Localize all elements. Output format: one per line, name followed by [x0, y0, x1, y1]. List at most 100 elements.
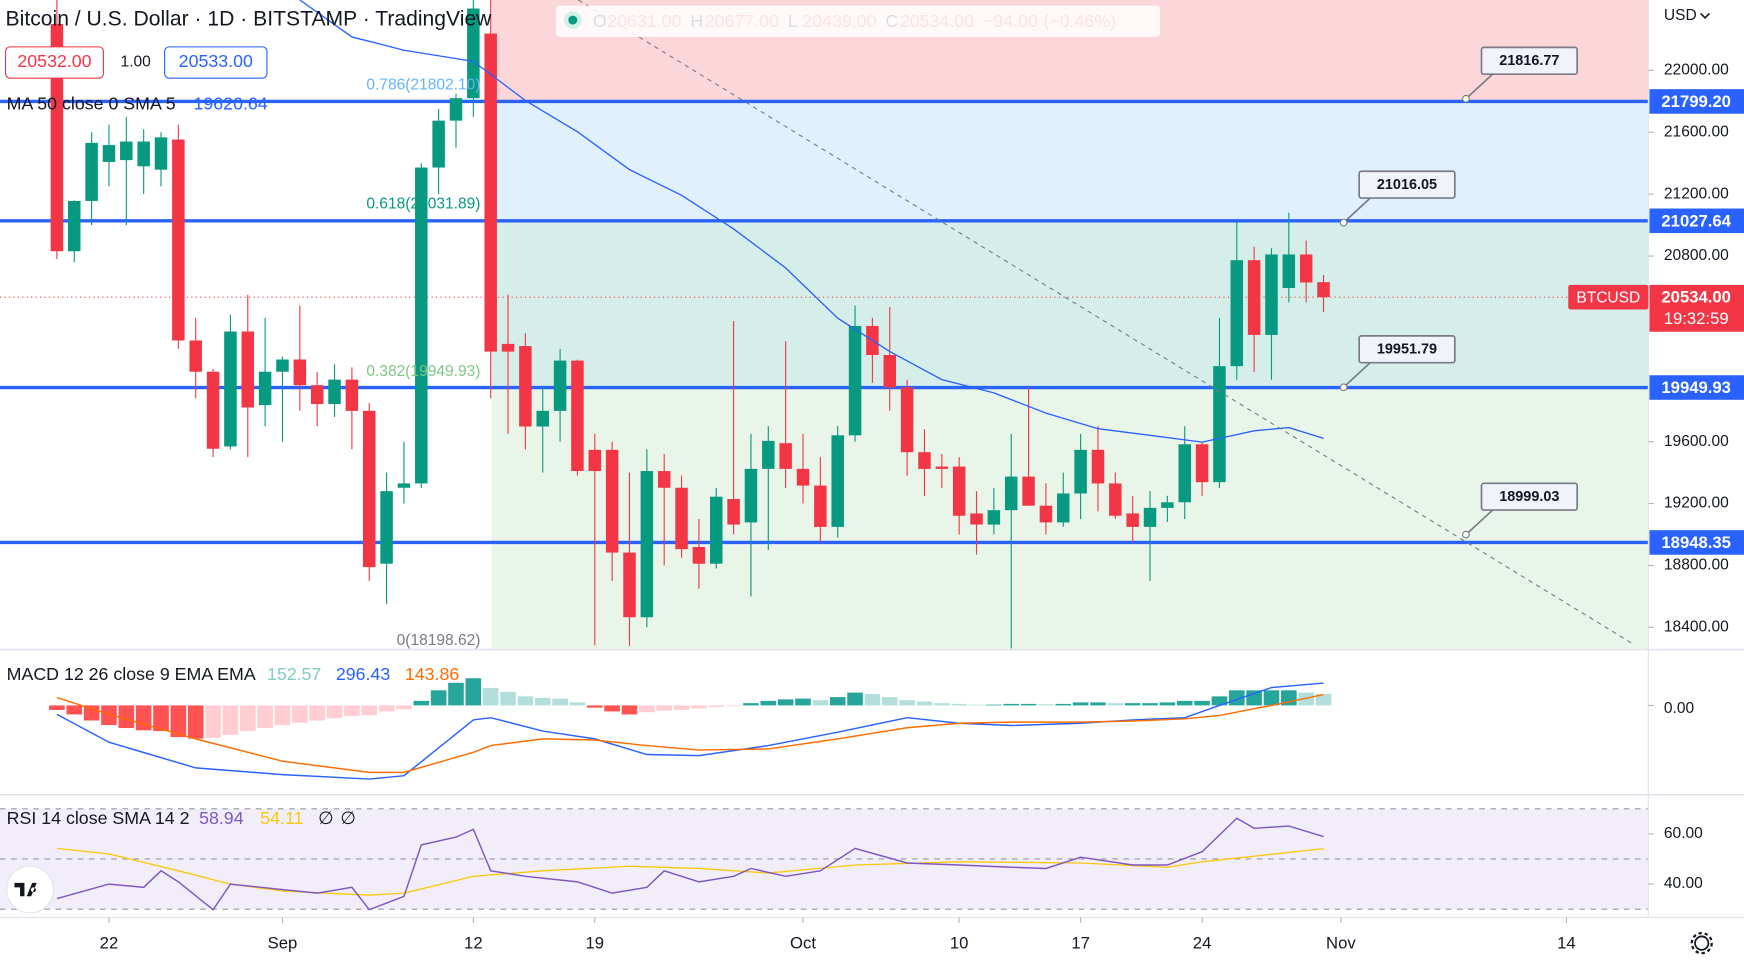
gear-teeth[interactable]: [1690, 931, 1713, 955]
y-tick-label: 22000.00: [1664, 61, 1729, 78]
callout-box: [1480, 46, 1578, 76]
macd-pane: [49, 678, 1332, 780]
macd-histogram-bar: [951, 703, 967, 706]
last-price-tag: [1649, 284, 1744, 332]
candle-body: [779, 443, 792, 469]
x-tick-label: 22: [100, 934, 119, 953]
price-line-label: 21799.20: [1661, 92, 1731, 111]
macd-histogram-bar: [170, 705, 187, 738]
callout-anchor: [1339, 383, 1348, 392]
candle-body: [397, 483, 411, 488]
rsi-legend-rsi: 58.94: [199, 808, 244, 828]
last-price-label: 20534.00: [1661, 288, 1731, 307]
candle-body: [1213, 366, 1226, 483]
candle-body: [1004, 476, 1018, 511]
candle-body: [102, 145, 116, 162]
rsi-legend-name: RSI 14 close SMA 14 2: [7, 808, 190, 828]
logo-mark: [14, 882, 37, 897]
y-tick-label: 21600.00: [1664, 123, 1729, 140]
macd-histogram-bar: [326, 705, 343, 719]
candle-body: [172, 139, 185, 341]
macd-histogram-bar: [465, 678, 482, 706]
macd-histogram-bar: [118, 705, 135, 729]
candle-body: [501, 343, 515, 352]
candle-body: [1161, 502, 1174, 508]
x-tick-label: 10: [950, 934, 969, 953]
candle-body: [640, 471, 654, 618]
candle-body: [918, 452, 931, 469]
status-dot: [568, 15, 578, 25]
macd-histogram-bar: [725, 705, 742, 707]
candle-body: [935, 466, 949, 469]
price-line-label: 19949.93: [1661, 378, 1731, 397]
candle-body: [814, 485, 827, 527]
symbol-tag: [1568, 284, 1649, 310]
macd-histogram-bar: [517, 696, 534, 706]
macd-histogram-bar: [743, 703, 759, 706]
callout-leader: [1343, 197, 1371, 224]
candle-body: [415, 167, 428, 484]
macd-histogram-bar: [1159, 702, 1176, 706]
candle-body: [848, 325, 862, 436]
macd-histogram-bar: [1142, 703, 1158, 706]
macd-histogram-bar: [760, 700, 777, 706]
chart-title: Bitcoin / U.S. Dollar · 1D · BITSTAMP · …: [6, 8, 493, 31]
macd-legend-signal: 143.86: [405, 664, 459, 684]
bid-box[interactable]: [5, 46, 104, 79]
candle-body: [1178, 444, 1191, 503]
macd-histogram-bar: [413, 700, 430, 706]
candle-body: [449, 98, 463, 121]
macd-histogram-bar: [482, 688, 499, 706]
candle-body: [137, 141, 150, 167]
candle-body: [883, 355, 897, 388]
macd-histogram-bar: [344, 705, 360, 716]
fib-label: 0(18198.62): [397, 632, 481, 649]
callout-box: [1480, 482, 1578, 511]
candle-body: [85, 142, 98, 201]
currency-caret[interactable]: [1700, 12, 1711, 19]
x-tick-label: Nov: [1326, 934, 1356, 953]
macd-histogram-bar: [448, 682, 464, 706]
candle-body: [380, 491, 393, 564]
price-line-tag: [1649, 530, 1744, 555]
macd-histogram-bar: [239, 705, 256, 732]
macd-histogram-bar: [1124, 703, 1141, 706]
macd-histogram-bar: [656, 705, 673, 711]
candle-body: [831, 435, 844, 527]
price-line-label: 18948.35: [1661, 533, 1731, 552]
gear-ring[interactable]: [1694, 935, 1710, 951]
macd-histogram-bar: [66, 705, 83, 715]
macd-histogram-bar: [361, 705, 378, 716]
macd-histogram-bar: [292, 705, 308, 723]
candle-body: [900, 387, 914, 453]
settings-icon[interactable]: [1690, 931, 1713, 955]
callout-anchor: [1462, 94, 1470, 103]
candle-body: [310, 385, 324, 405]
macd-histogram-bar: [309, 705, 325, 721]
candle-body: [744, 468, 758, 523]
callout-label: 21816.77: [1499, 53, 1559, 69]
ask-box[interactable]: [164, 46, 268, 79]
macd-histogram-bar: [396, 705, 412, 710]
x-tick-label: Sep: [268, 934, 298, 953]
candle-body: [571, 360, 584, 472]
fib-zone: [491, 220, 1649, 388]
macd-histogram-bar: [274, 705, 291, 726]
x-tick-label: 19: [586, 934, 605, 953]
candle-body: [727, 499, 740, 525]
currency[interactable]: USD: [1664, 7, 1697, 24]
macd-histogram-bar: [552, 698, 568, 706]
macd-histogram-bar: [569, 702, 586, 706]
macd-histogram-bar: [621, 705, 638, 715]
y-tick-label: 20800.00: [1664, 247, 1729, 264]
candle-body: [519, 346, 532, 427]
candle-body: [1317, 282, 1330, 298]
candle-body: [657, 471, 671, 488]
macd-histogram-bar: [205, 705, 221, 738]
macd-histogram-bar: [916, 701, 933, 706]
macd-histogram-bar: [135, 705, 152, 731]
candle-body: [987, 510, 1001, 525]
candle-body: [1230, 260, 1244, 367]
